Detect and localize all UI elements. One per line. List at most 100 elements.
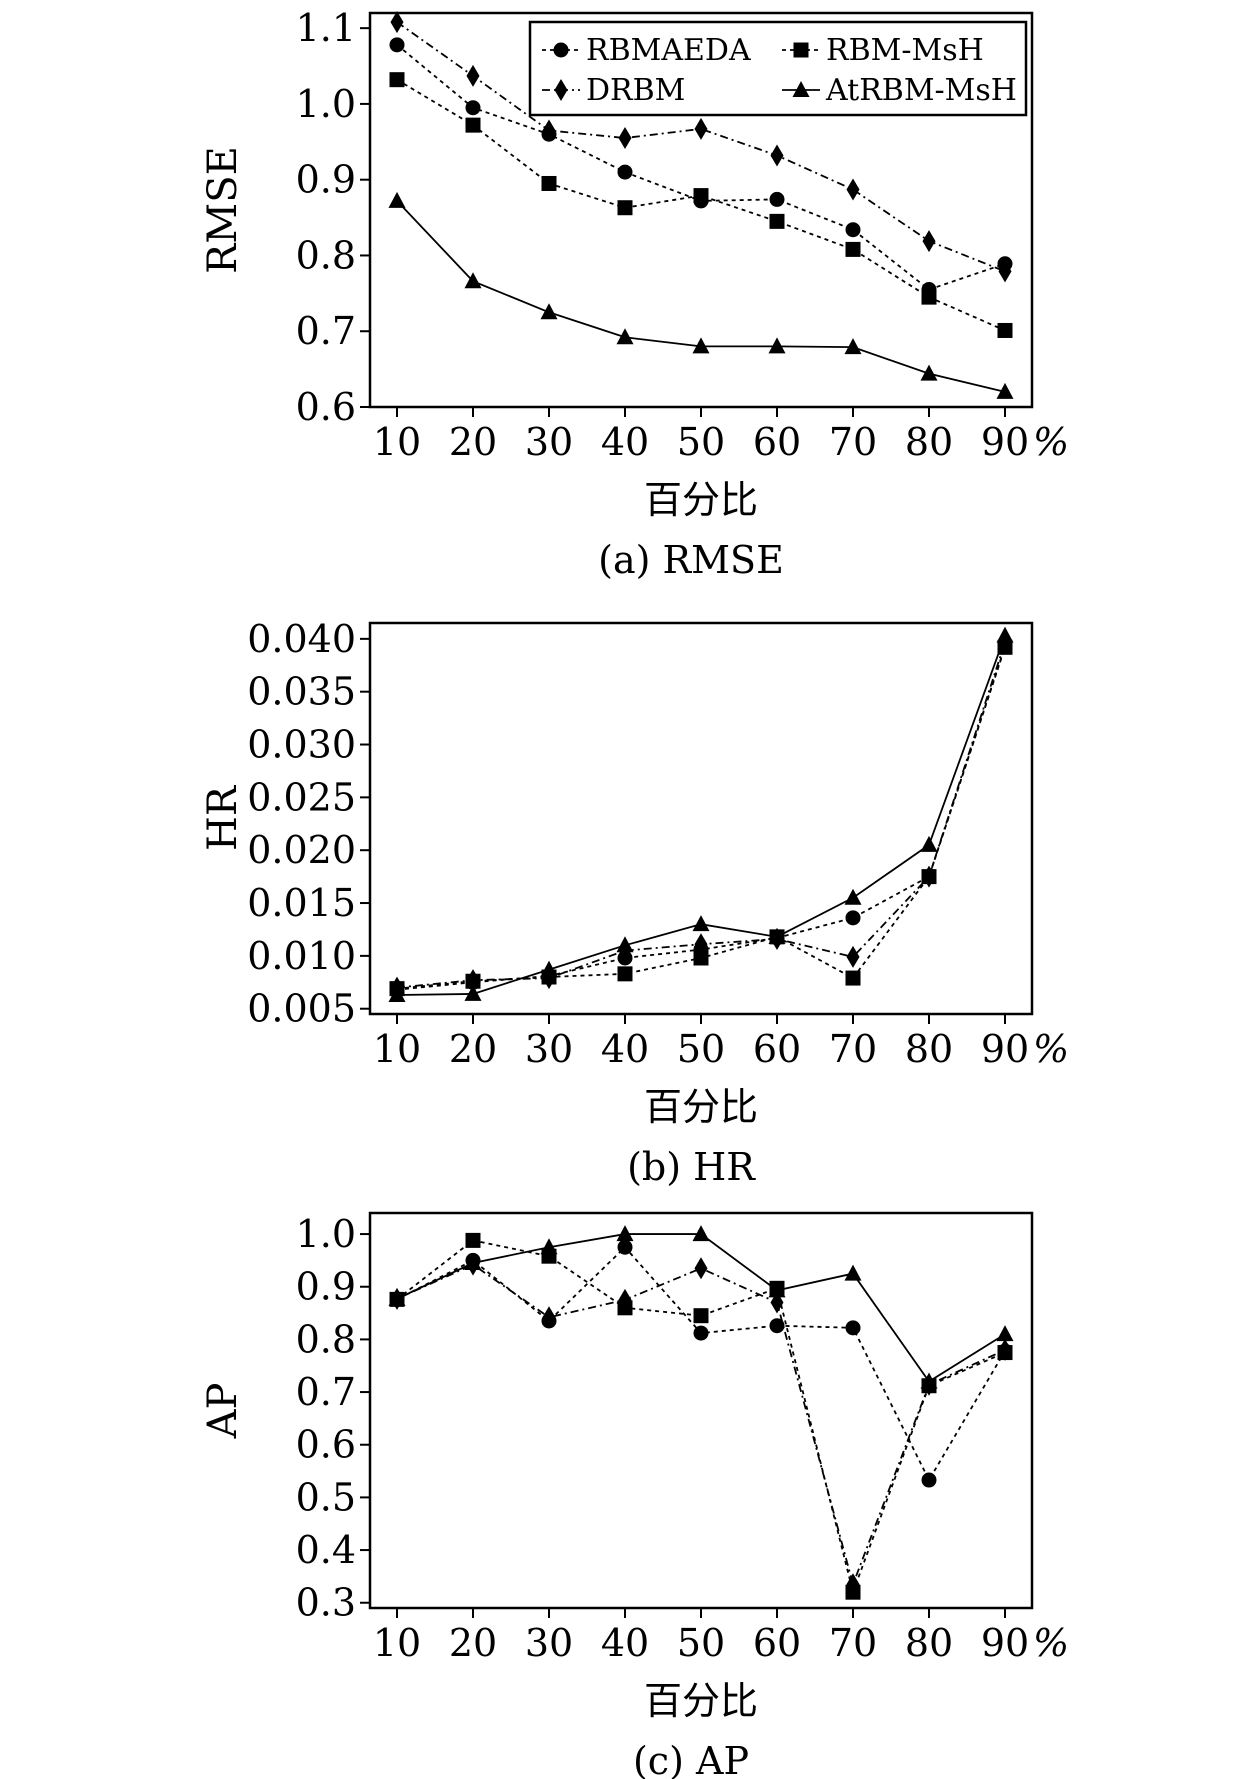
b-ytick-label: 0.015 [247,881,356,925]
c-xtick-label: 30 [525,1621,573,1665]
b-caption: (b) HR [627,1145,756,1189]
a-data-point [389,72,405,88]
c-ytick-label: 0.7 [296,1370,356,1414]
c-xtick-label: 80 [905,1621,953,1665]
c-data-point [998,1338,1012,1361]
b-data-point [768,927,786,944]
b-data-point [693,950,709,966]
c-data-point [920,1372,938,1389]
c-x-axis-title: 百分比 [644,1679,758,1723]
a-y-axis-title: RMSE [200,146,246,274]
chart-hr: 0.005 0.010 0.015 0.020 0.025 0.030 0.035 0.040… [200,617,1069,1189]
c-data-point [618,1288,632,1311]
legend: RBMAEDA RBM-MsH DRBM AtRBM-MsH [528,20,1028,117]
a-data-point [996,382,1014,399]
c-series-line [396,1233,1006,1383]
c-ytick-label: 1.0 [296,1212,356,1256]
b-data-point [845,970,861,986]
b-xtick-label: 40 [601,1027,649,1071]
c-data-point [996,1325,1014,1342]
a-data-point [618,127,632,150]
c-data-point [693,1325,709,1341]
b-data-point [692,915,710,932]
c-x-unit: % [1033,1621,1069,1665]
c-data-point [540,1238,558,1255]
b-ytick-label: 0.040 [247,617,356,661]
c-data-point [616,1225,634,1242]
a-data-point [541,175,557,191]
b-xtick-label: 70 [829,1027,877,1071]
a-xtick-label: 60 [753,420,801,464]
c-data-point [692,1225,710,1242]
a-data-point [693,188,709,204]
b-xtick-label: 50 [677,1027,725,1071]
c-xtick-label: 20 [449,1621,497,1665]
a-data-point [845,222,861,238]
c-data-point [464,1254,482,1271]
a-x-axis-title: 百分比 [644,478,758,522]
c-data-point [768,1281,786,1298]
c-ytick-label: 0.8 [296,1317,356,1361]
a-data-point [540,303,558,320]
b-ytick-label: 0.005 [247,987,356,1031]
a-ytick-label: 1.0 [296,82,356,126]
c-data-point [465,1232,481,1248]
c-xtick-label: 50 [677,1621,725,1665]
c-xtick-label: 70 [829,1621,877,1665]
b-ytick-label: 0.020 [247,828,356,872]
a-xtick-label: 30 [525,420,573,464]
b-data-point [464,984,482,1001]
a-ytick-label: 0.9 [296,158,356,202]
a-series-atrbm-msh [388,191,1014,399]
c-data-point [769,1318,785,1334]
a-ytick-label: 1.1 [296,6,356,50]
a-x-unit: % [1033,420,1069,464]
b-series-atrbm-msh [388,626,1014,1002]
a-xtick-label: 50 [677,420,725,464]
a-xtick-label: 90 [981,420,1029,464]
b-xtick-label: 20 [449,1027,497,1071]
a-data-point [617,164,633,180]
legend-label: RBMAEDA [586,33,751,68]
c-data-point [693,1308,709,1324]
c-xtick-label: 90 [981,1621,1029,1665]
a-data-point [997,322,1013,338]
a-data-point [920,364,938,381]
legend-marker [554,79,568,101]
b-x-axis-title: 百分比 [644,1085,758,1129]
a-data-point [692,337,710,354]
a-data-point [466,64,480,87]
b-x-unit: % [1033,1027,1069,1071]
chart-rmse: 0.6 0.7 0.8 0.9 1.0 1.1 10 20 30 40 50 60 70 80 90 % RMS… [200,6,1069,582]
a-xtick-label: 70 [829,420,877,464]
legend-label: DRBM [586,73,685,108]
b-data-point [694,933,708,956]
legend-marker [553,42,569,58]
a-data-point [465,100,481,116]
a-data-point [465,117,481,133]
a-data-point [542,119,556,142]
c-data-point [846,1573,860,1596]
a-data-point [617,200,633,216]
c-series-line [396,1245,1006,1482]
c-series-atrbm-msh [388,1225,1014,1389]
c-ytick-label: 0.6 [296,1423,356,1467]
b-data-point [388,985,406,1002]
a-xtick-label: 80 [905,420,953,464]
b-data-point [846,945,860,968]
c-data-point [542,1306,556,1329]
c-y-axis-title: AP [200,1383,246,1440]
b-xtick-label: 90 [981,1027,1029,1071]
b-xtick-label: 60 [753,1027,801,1071]
c-caption: (c) AP [633,1739,749,1779]
b-y-axis-title: HR [200,784,246,851]
c-data-point [844,1264,862,1281]
a-series-drbm [390,11,1012,283]
a-data-point [844,338,862,355]
b-data-point [996,626,1014,643]
a-data-point [388,191,406,208]
c-ytick-label: 0.3 [296,1581,356,1625]
a-data-point [769,213,785,229]
c-series-rbm-msh [389,1232,1013,1600]
